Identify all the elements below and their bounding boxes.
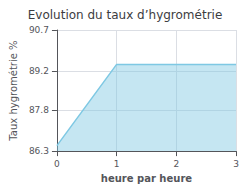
svg-text:0: 0 [54, 159, 60, 169]
svg-text:87.8: 87.8 [29, 105, 49, 115]
svg-text:Taux hygrométrie %: Taux hygrométrie % [8, 40, 19, 141]
svg-text:86.3: 86.3 [29, 146, 49, 156]
svg-text:3: 3 [233, 159, 239, 169]
svg-text:1: 1 [114, 159, 120, 169]
svg-text:Evolution du taux d’hygrométri: Evolution du taux d’hygrométrie [28, 8, 223, 22]
svg-text:90.7: 90.7 [29, 25, 49, 35]
svg-text:2: 2 [173, 159, 179, 169]
svg-text:heure par heure: heure par heure [101, 173, 192, 184]
svg-text:89.2: 89.2 [29, 66, 49, 76]
